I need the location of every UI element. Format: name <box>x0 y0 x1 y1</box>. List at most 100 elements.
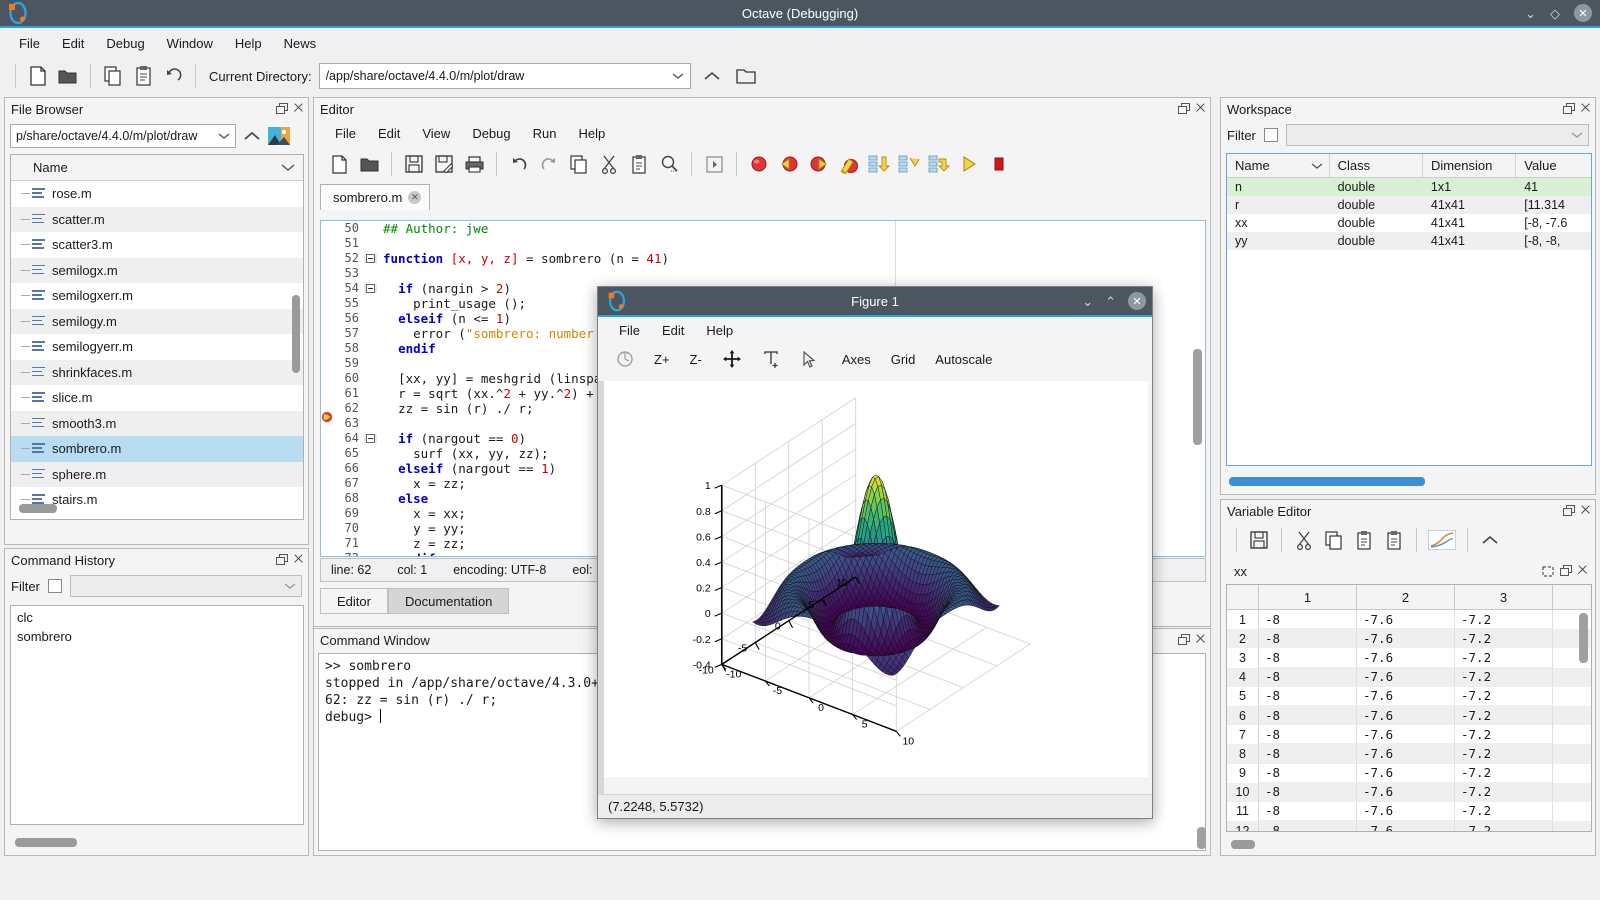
editor-menu-help[interactable]: Help <box>578 125 606 141</box>
close-icon[interactable] <box>1195 102 1206 116</box>
undock-icon[interactable] <box>276 102 288 116</box>
editor-line[interactable]: 55 print_usage (); <box>321 296 1205 311</box>
editor-menu-file[interactable]: File <box>335 125 356 141</box>
editor-line[interactable]: 58 endif <box>321 341 1205 356</box>
file-browser-item[interactable]: semilogx.m <box>11 257 303 283</box>
variable-editor-row[interactable]: 8 -8 -7.6 -7.2 <box>1227 744 1591 764</box>
figure-menu-help[interactable]: Help <box>706 322 734 338</box>
cut-icon[interactable] <box>596 151 622 177</box>
step-in-icon[interactable] <box>866 151 892 177</box>
close-icon[interactable]: ✕ <box>1128 292 1146 310</box>
file-browser-item[interactable]: sphere.m <box>11 461 303 487</box>
find-icon[interactable] <box>656 151 682 177</box>
close-icon[interactable] <box>293 102 304 116</box>
editor-line[interactable]: 53 <box>321 266 1205 281</box>
variable-editor-row[interactable]: 1 -8 -7.6 -7.2 <box>1227 610 1591 630</box>
file-browser-up-icon[interactable] <box>242 130 262 142</box>
file-browser-horizontal-scrollbar[interactable] <box>19 504 295 513</box>
file-browser-column-header[interactable]: Name <box>11 155 303 181</box>
column-header-2[interactable]: 2 <box>1357 585 1455 609</box>
figure-plot-canvas[interactable]: -0.4 -0.2 0 0.2 0.4 0.6 0.8 1 10 5 0 -5 -10 -10 -5 0 5 10 <box>604 381 1148 777</box>
editor-line[interactable]: 72 endif <box>321 551 1205 556</box>
workspace-row[interactable]: r double 41x41 [11.314 <box>1227 196 1591 214</box>
fold-toggle-icon[interactable] <box>364 254 377 263</box>
variable-editor-cell[interactable]: -8 <box>1259 610 1357 630</box>
variable-editor-cell[interactable]: -7.2 <box>1455 801 1553 822</box>
file-browser-item[interactable]: semilogy.m <box>11 308 303 334</box>
current-directory-combo[interactable]: /app/share/octave/4.4.0/m/plot/draw <box>318 63 691 89</box>
undo-icon[interactable] <box>506 151 532 177</box>
zoom-out-button[interactable]: Z- <box>689 351 702 367</box>
variable-editor-cell[interactable]: -8 <box>1259 821 1357 831</box>
copy-icon[interactable] <box>1321 527 1347 553</box>
editor-line[interactable]: 62 zz = sin (r) ./ r; <box>321 401 1205 422</box>
save-as-icon[interactable] <box>431 151 457 177</box>
variable-editor-row[interactable]: 2 -8 -7.6 -7.2 <box>1227 629 1591 649</box>
column-header-dimension[interactable]: Dimension <box>1423 154 1517 177</box>
variable-editor-table[interactable]: 1 2 3 1 -8 -7.6 -7.2 2 -8 -7.6 -7.2 3 -8 -7.6 -7.2 4… <box>1226 584 1592 832</box>
variable-editor-cell[interactable]: -7.2 <box>1455 744 1553 764</box>
variable-editor-cell[interactable]: -8 <box>1259 725 1357 745</box>
file-browser-item[interactable]: scatter.m <box>11 206 303 232</box>
axes-button[interactable]: Axes <box>841 351 871 367</box>
variable-editor-cell[interactable]: -7.2 <box>1455 782 1553 802</box>
editor-line[interactable]: 63 <box>321 416 1205 431</box>
variable-editor-cell[interactable]: -7.6 <box>1357 629 1455 649</box>
variable-editor-cell[interactable]: -7.6 <box>1357 686 1455 706</box>
undock-icon[interactable] <box>1178 633 1190 647</box>
close-icon[interactable] <box>293 553 304 567</box>
grid-button[interactable]: Grid <box>890 351 916 367</box>
chevron-up-icon[interactable] <box>1477 527 1503 553</box>
column-header-name[interactable]: Name <box>1227 154 1330 177</box>
variable-editor-cell[interactable]: -8 <box>1259 686 1357 706</box>
editor-line[interactable]: 59 <box>321 356 1205 371</box>
workspace-table[interactable]: Name Class Dimension Value n double 1x1 41 r… <box>1226 153 1592 466</box>
file-browser-item[interactable]: slice.m <box>11 385 303 411</box>
command-history-item[interactable]: sombrero <box>17 629 72 644</box>
editor-line[interactable]: 64 if (nargout == 0) <box>321 431 1205 446</box>
stop-icon[interactable] <box>986 151 1012 177</box>
variable-editor-row[interactable]: 10 -8 -7.6 -7.2 <box>1227 782 1591 802</box>
variable-editor-cell[interactable]: -7.2 <box>1455 763 1553 783</box>
variable-editor-cell[interactable]: -7.2 <box>1455 629 1553 649</box>
zoom-in-button[interactable]: Z+ <box>654 351 670 367</box>
previous-breakpoint-icon[interactable] <box>776 151 802 177</box>
variable-editor-cell[interactable]: -8 <box>1259 629 1357 649</box>
rotate-icon[interactable] <box>608 348 642 370</box>
variable-editor-horizontal-scrollbar[interactable] <box>1231 840 1291 849</box>
variable-editor-cell[interactable]: -7.6 <box>1357 648 1455 668</box>
workspace-row[interactable]: xx double 41x41 [-8, -7.6 <box>1227 214 1591 232</box>
variable-editor-cell[interactable]: -7.2 <box>1455 667 1553 687</box>
command-window-vertical-scrollbar[interactable] <box>1197 827 1206 849</box>
variable-editor-cell[interactable]: -7.2 <box>1455 725 1553 745</box>
variable-editor-cell[interactable]: -7.2 <box>1455 610 1553 630</box>
plot-icon[interactable] <box>1426 527 1458 553</box>
undock-icon[interactable] <box>276 553 288 567</box>
menu-news[interactable]: News <box>283 35 317 51</box>
figure-menu-edit[interactable]: Edit <box>661 322 685 338</box>
editor-line[interactable]: 50 ## Author: jwe <box>321 221 1205 236</box>
variable-editor-vertical-scrollbar[interactable] <box>1579 613 1588 663</box>
menu-file[interactable]: File <box>19 35 40 51</box>
file-browser-item[interactable]: semilogxerr.m <box>11 283 303 309</box>
variable-editor-cell[interactable]: -7.6 <box>1357 725 1455 745</box>
editor-line[interactable]: 56 elseif (n <= 1) <box>321 311 1205 326</box>
undock-icon[interactable] <box>1178 102 1190 116</box>
pan-icon[interactable] <box>714 347 750 371</box>
cut-icon[interactable] <box>1291 527 1317 553</box>
undock-icon[interactable] <box>1563 504 1575 518</box>
variable-editor-row[interactable]: 7 -8 -7.6 -7.2 <box>1227 725 1591 745</box>
variable-editor-cell[interactable]: -7.2 <box>1455 686 1553 706</box>
minimize-icon[interactable]: ⌄ <box>1525 5 1536 21</box>
column-header-value[interactable]: Value <box>1524 158 1557 173</box>
file-browser-item[interactable]: sombrero.m <box>11 436 303 462</box>
variable-editor-cell[interactable]: -7.6 <box>1357 744 1455 764</box>
close-icon[interactable] <box>1577 564 1588 578</box>
variable-editor-cell[interactable]: -8 <box>1259 705 1357 726</box>
variable-editor-cell[interactable]: -8 <box>1259 763 1357 783</box>
variable-editor-cell[interactable]: -7.6 <box>1357 667 1455 687</box>
workspace-row[interactable]: yy double 41x41 [-8, -8, <box>1227 232 1591 250</box>
insert-text-icon[interactable] <box>754 348 789 371</box>
paste-icon[interactable] <box>1351 527 1377 553</box>
variable-editor-row[interactable]: 11 -8 -7.6 -7.2 <box>1227 801 1591 822</box>
